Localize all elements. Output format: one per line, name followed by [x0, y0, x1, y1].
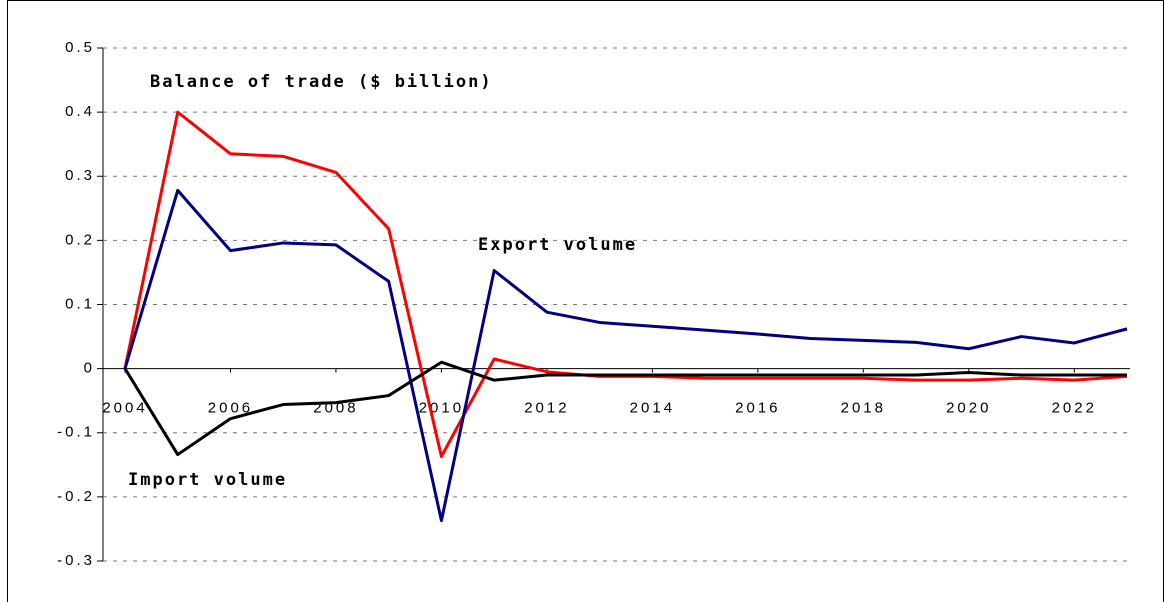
x-tick-label: 2020	[946, 400, 991, 417]
x-tick-label: 2012	[524, 400, 569, 417]
y-tick-label: 0.5	[65, 39, 95, 56]
y-tick-label: -0.1	[57, 424, 95, 441]
series-label: Balance of trade ($ billion)	[150, 72, 493, 92]
x-tick-label: 2022	[1052, 400, 1097, 417]
x-tick-label: 2018	[841, 400, 886, 417]
chart-frame	[7, 0, 1164, 602]
y-tick-label: -0.3	[57, 552, 95, 569]
x-tick-label: 2004	[102, 400, 147, 417]
y-tick-label: 0.4	[65, 103, 95, 120]
x-tick-label: 2014	[630, 400, 675, 417]
y-tick-label: 0.2	[65, 231, 95, 248]
y-tick-label: 0.1	[65, 295, 95, 312]
y-tick-label: -0.2	[57, 488, 95, 505]
y-tick-label: 0.3	[65, 167, 95, 184]
x-tick-label: 2016	[735, 400, 780, 417]
series-line	[123, 360, 1127, 457]
y-tick-label: 0	[84, 360, 95, 377]
x-tick-label: 2010	[419, 400, 464, 417]
series-label: Import volume	[128, 470, 287, 490]
x-tick-label: 2006	[208, 400, 253, 417]
series-label: Export volume	[478, 235, 637, 255]
series-line	[123, 188, 1128, 523]
